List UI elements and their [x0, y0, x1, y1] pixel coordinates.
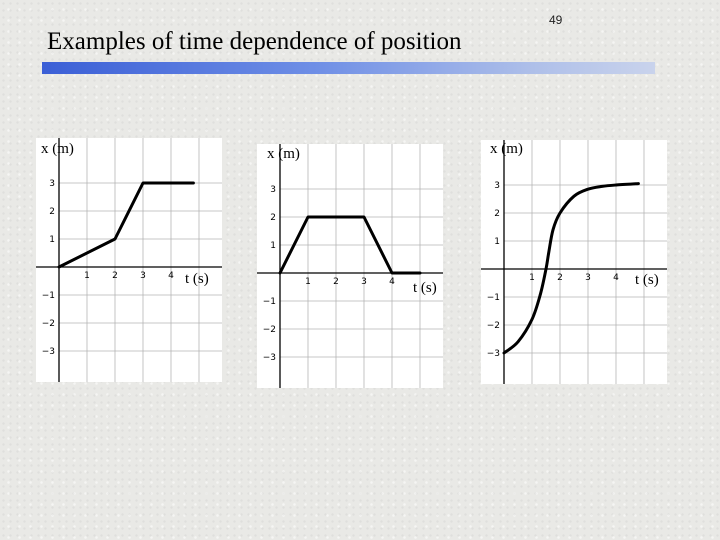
y-tick-label: 3	[494, 181, 500, 191]
chart-1-plot: 1 2 3 4 3 2 1 −1 −2 −3	[36, 138, 222, 382]
chart-2: 1 2 3 4 3 2 1 −1 −2 −3	[257, 144, 443, 388]
x-tick-label: 4	[389, 277, 395, 287]
chart-2-plot: 1 2 3 4 3 2 1 −1 −2 −3	[257, 144, 443, 388]
x-tick-label: 1	[305, 277, 311, 287]
chart-1-xlabel: t (s)	[185, 271, 209, 287]
y-tick-label: 3	[270, 185, 276, 195]
x-tick-label: 2	[557, 273, 563, 283]
chart-3: 1 2 3 4 3 2 1 −1 −2 −3	[481, 140, 667, 384]
x-tick-label: 1	[84, 271, 90, 281]
y-tick-label: 3	[49, 179, 55, 189]
y-tick-label: −2	[42, 319, 55, 329]
chart-1: 1 2 3 4 3 2 1 −1 −2 −3	[36, 138, 222, 382]
series-line	[278, 215, 422, 275]
y-tick-label: −1	[263, 297, 276, 307]
plot-background	[257, 144, 443, 388]
page-title: Examples of time dependence of position	[47, 28, 462, 55]
chart-3-plot: 1 2 3 4 3 2 1 −1 −2 −3	[481, 140, 667, 384]
y-tick-label: 2	[49, 207, 55, 217]
chart-3-xlabel: t (s)	[635, 272, 659, 288]
y-tick-label: 1	[494, 237, 500, 247]
title-underline-bar	[42, 62, 655, 74]
chart-2-xlabel: t (s)	[413, 280, 437, 296]
y-tick-label: −3	[487, 349, 500, 359]
y-tick-label: −2	[487, 321, 500, 331]
plot-background	[36, 138, 222, 382]
x-tick-label: 3	[585, 273, 591, 283]
x-tick-label: 3	[361, 277, 367, 287]
x-tick-label: 2	[112, 271, 118, 281]
series-line	[502, 182, 640, 355]
y-tick-label: −1	[487, 293, 500, 303]
y-tick-label: −3	[42, 347, 55, 357]
y-tick-label: 1	[270, 241, 276, 251]
page-number: 49	[549, 13, 563, 27]
x-tick-label: 2	[333, 277, 339, 287]
chart-2-ylabel: x (m)	[267, 146, 300, 162]
y-tick-label: 2	[494, 209, 500, 219]
series-line	[57, 181, 195, 269]
y-tick-label: 1	[49, 235, 55, 245]
y-tick-label: −3	[263, 353, 276, 363]
chart-3-ylabel: x (m)	[490, 141, 523, 157]
x-tick-label: 4	[168, 271, 174, 281]
y-tick-label: −2	[263, 325, 276, 335]
chart-1-ylabel: x (m)	[41, 141, 74, 157]
x-tick-label: 3	[140, 271, 146, 281]
y-tick-label: 2	[270, 213, 276, 223]
x-tick-label: 1	[529, 273, 535, 283]
x-tick-label: 4	[613, 273, 619, 283]
y-tick-label: −1	[42, 291, 55, 301]
plot-background	[481, 140, 667, 384]
